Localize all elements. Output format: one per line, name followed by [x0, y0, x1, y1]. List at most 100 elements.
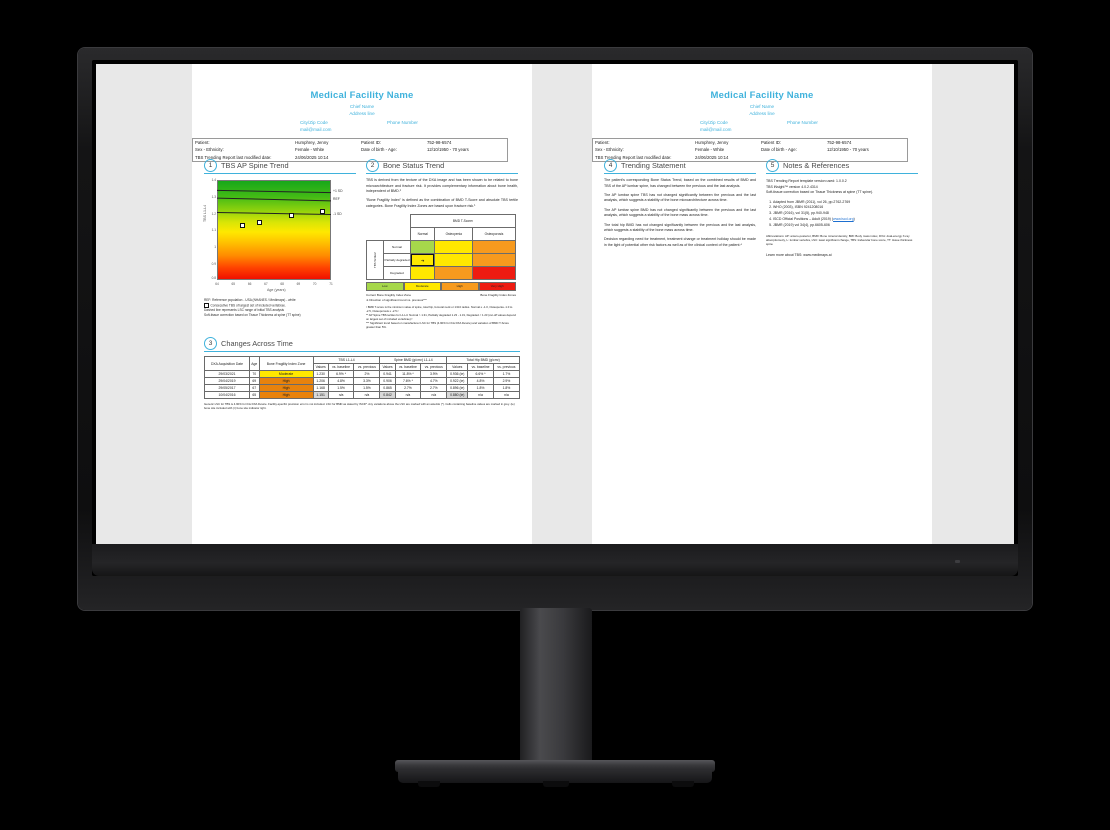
matrix-cell [434, 266, 474, 281]
label-patient-id: Patient ID: [761, 139, 782, 145]
table-row: 29/04/2019 69 High 1.206 4.8% 3.3% 0.906… [204, 377, 521, 386]
section-5-header: 5 Notes & References [766, 158, 918, 175]
matrix-cell [434, 253, 474, 268]
x-tick: 68 [280, 282, 284, 287]
report-page-2: Medical Facility Name Chief Name Address… [592, 64, 932, 572]
patient-sex-ethnicity: Female - White [295, 147, 325, 153]
table-header-row: Values vs. baseline vs. previous Values … [205, 363, 521, 372]
stand-foot-center [543, 781, 569, 787]
cell-date: 29/05/2017 [204, 384, 250, 393]
th-group-spine-bmd: Spine BMD (g/cm²) L1-L4 [379, 356, 448, 365]
page2-two-columns: 4 Trending Statement The patient's corre… [592, 152, 932, 257]
x-tick: 64 [215, 282, 219, 287]
y-tick: 1.3 [211, 194, 216, 199]
lsc-dashed-line [217, 215, 331, 217]
cell-spine: 0.941 [379, 370, 396, 379]
bone-fragility-matrix: BMD T-Score² Normal Osteopenia Osteoporo… [366, 214, 517, 329]
trending-paragraph-3: The AP lumbar spine BMD has not changed … [604, 207, 756, 218]
zone-low: Low [366, 282, 404, 292]
cell-tbs-prev: n/a [353, 391, 381, 400]
iscd-link[interactable]: www.iscd.org [833, 217, 854, 222]
chart-footnote: Dashed line represents LSC range of init… [204, 307, 285, 312]
matrix-col-osteoporosis: Osteoporosis [472, 227, 516, 242]
report-page-1: Medical Facility Name Chief Name Address… [192, 64, 532, 572]
changes-across-time-table: DXA Acquisition Date Age Bone Fragility … [204, 356, 521, 400]
bone-status-intro-2: "Bone Fragility Index" is defined as the… [366, 198, 518, 208]
matrix-legend-arrow-row: ➔ Direction of significant trend vs. pre… [366, 298, 516, 302]
table-row: Patient: Humphrey, Jenny Patient ID: 752… [593, 138, 908, 146]
th-vs-previous: vs. previous [492, 363, 521, 372]
trending-paragraph-4: The total hip BMD has not changed signif… [604, 222, 756, 233]
cell-tbs: 1.151 [312, 391, 329, 400]
label-dob-age: Date of birth - Age: [761, 147, 797, 153]
section-number: 4 [604, 158, 617, 172]
chart-footnote-legend: Consecutive TBS of largest set of includ… [204, 302, 356, 308]
arrow-icon: ➔ [366, 298, 369, 303]
th-vs-baseline: vs. baseline [327, 363, 355, 372]
matrix-cell [472, 266, 516, 281]
cell-tbs-base: 6.9% * [327, 370, 355, 379]
cell-hip: 0.880 (ie) [446, 391, 469, 400]
cell-age: 70 [249, 370, 260, 379]
matrix-col-osteopenia: Osteopenia [434, 227, 474, 242]
table-row: Partially degraded ➔ [367, 253, 516, 268]
matrix-cell [434, 240, 474, 255]
x-tick: 66 [247, 282, 252, 287]
legend-arrow-text: ➔ Direction of significant trend vs. pre… [366, 298, 427, 303]
cell-hip-base: 1.8% [467, 384, 494, 393]
bone-status-footnotes: ¹ BMD T-score is the minimum value of sp… [366, 305, 516, 329]
cell-hip-prev: 1.8% [492, 384, 521, 393]
email-address: mail@mail.com [300, 126, 332, 132]
th-zone: Bone Fragility Index Zone [258, 356, 314, 372]
y-tick: 1.4 [211, 178, 216, 183]
label-patient-id: Patient ID: [361, 139, 382, 145]
monitor-chin [92, 544, 1018, 576]
legend-square-icon [204, 302, 209, 308]
last-modified-date: 24/06/2025 10:14 [695, 154, 729, 160]
chart-plot-area: 1.4 1.3 1.2 1.1 1 0.9 0.8 [212, 178, 333, 292]
cell-spine-prev: 4.7% [420, 377, 448, 386]
cell-spine-prev: 3.9% [420, 370, 448, 379]
label-last-modified: TBS Trending Report last modified date: [195, 154, 272, 160]
matrix-cell [472, 240, 516, 255]
matrix-cell [409, 266, 436, 281]
section-title: TBS AP Spine Trend [221, 160, 289, 170]
table-row: Degraded [367, 266, 516, 281]
power-indicator-icon[interactable] [955, 560, 960, 563]
table-row: TBS Trending Report last modified date: … [193, 153, 508, 161]
patient-info-table: Patient: Humphrey, Jenny Patient ID: 752… [192, 137, 508, 162]
table-row: Sex - Ethnicity: Female - White Date of … [593, 146, 908, 153]
ref-line-label-minus1sd: -1 SD [333, 212, 342, 217]
trending-paragraph-5: Decision regarding need for treatment, t… [604, 237, 756, 247]
matrix-row-partially-degraded: Partially degraded [382, 253, 411, 268]
column-right: 2 Bone Status Trend TBS is derived from … [366, 152, 518, 330]
abbreviations: Abbreviations: AP: antero-posterior, BMD… [766, 233, 913, 247]
section-3-wrap: 3 Changes Across Time DXA Acquisition Da… [204, 336, 521, 411]
patient-dob-age: 12/10/1950 - 70 years [827, 147, 869, 153]
patient-dob-age: 12/10/1950 - 70 years [427, 147, 469, 153]
stand-foot-left [418, 781, 440, 787]
facility-name: Medical Facility Name [710, 90, 814, 101]
chart-x-axis-label: Age (years) [267, 288, 286, 293]
y-tick: 0.8 [211, 276, 216, 281]
table-row: BMD T-Score² [367, 214, 517, 229]
table-row: Patient: Humphrey, Jenny Patient ID: 752… [193, 138, 508, 146]
cell-zone: High [258, 384, 314, 393]
matrix-col-normal: Normal [409, 227, 436, 242]
section-3-header: 3 Changes Across Time [204, 336, 520, 353]
city-zip: City/Zip Code [700, 119, 728, 125]
patient-name: Humphrey, Jenny [295, 139, 329, 145]
tbs-spine-trend-chart: TBS L1-L4 1.4 1.3 1.2 1.1 1 [203, 178, 354, 296]
phone-number: Phone Number [387, 119, 418, 125]
table-row: 10/04/2016 65 High 1.151 n/a n/a 0.842 n… [204, 391, 521, 400]
cell-hip-base: 4.8% [467, 377, 494, 386]
cell-zone: High [258, 391, 314, 400]
bone-status-intro-1: TBS is derived from the texture of the D… [366, 178, 518, 194]
section-1: 1 TBS AP Spine Trend TBS L1-L4 1.4 [203, 158, 356, 317]
matrix-legend-row: Current Bone Fragility Index Zone Bone F… [366, 293, 516, 297]
zone-very-high: Very High [478, 282, 516, 292]
cell-tbs-base: n/a [327, 391, 355, 400]
x-tick: 70 [312, 282, 317, 287]
cell-spine-base: 7.6% * [394, 377, 422, 386]
cell-tbs-prev: 1.5% [353, 384, 381, 393]
